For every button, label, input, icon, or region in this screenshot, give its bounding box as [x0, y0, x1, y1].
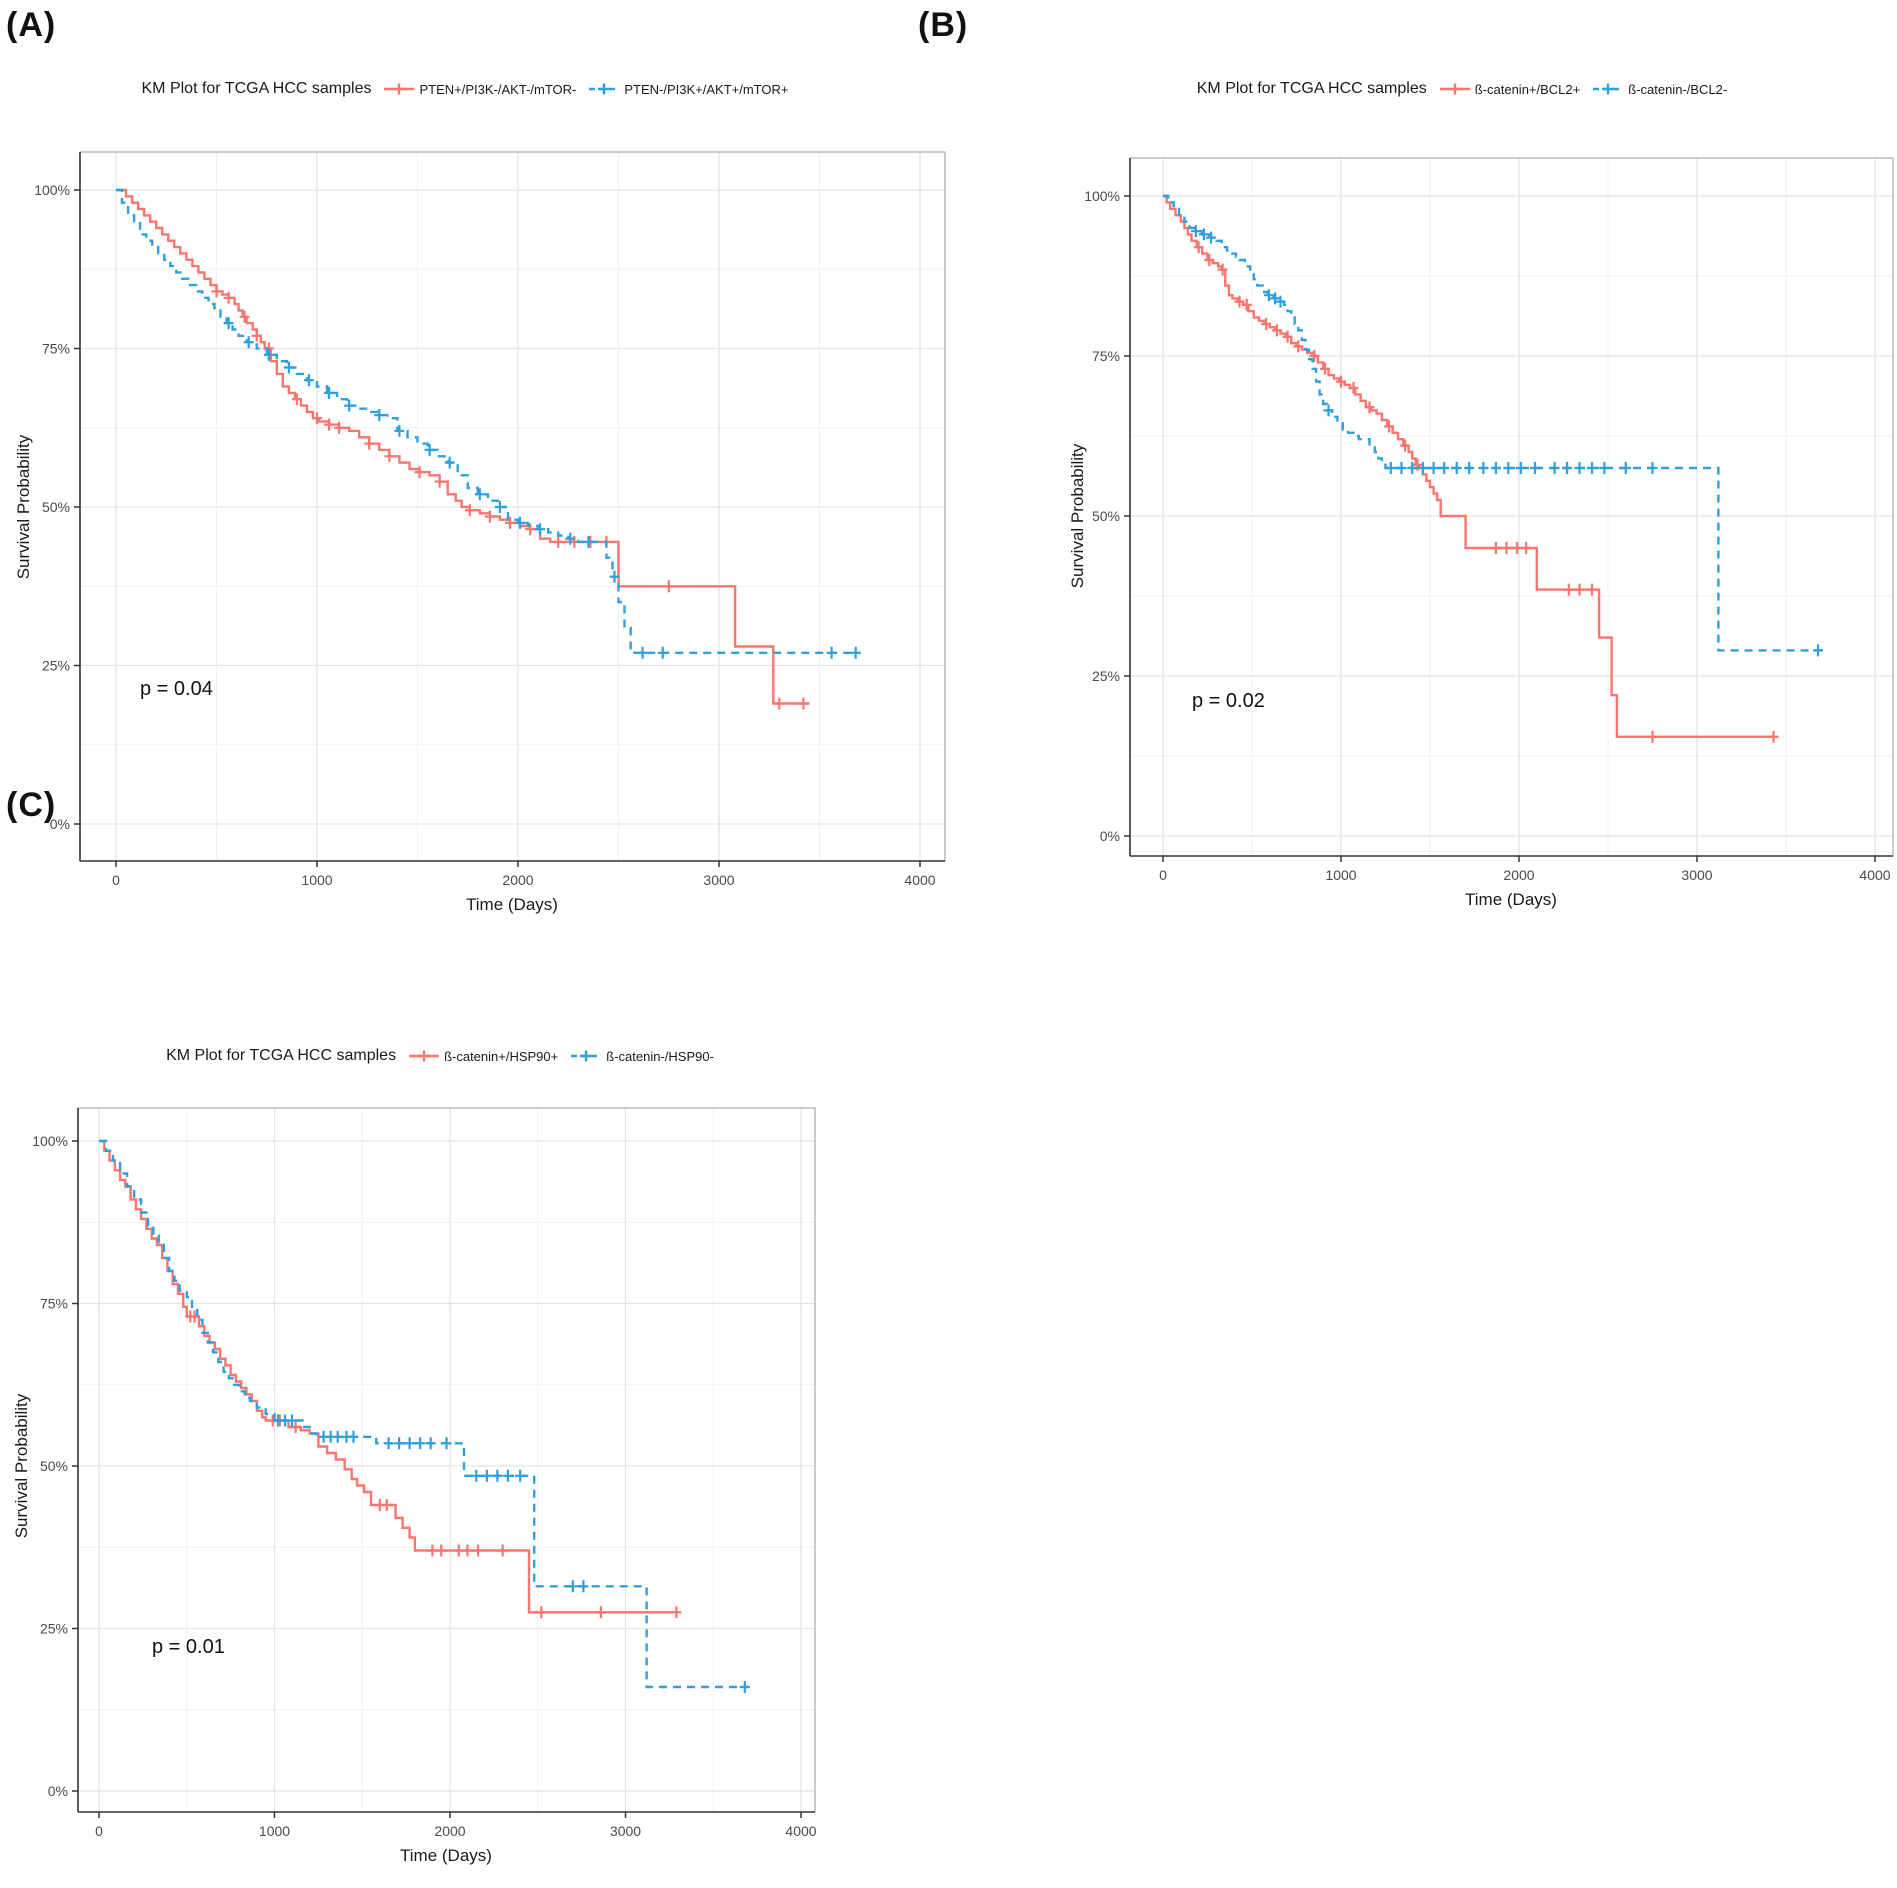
x-tick-label: 4000 — [904, 872, 935, 888]
legend-item: ß-catenin-/HSP90- — [570, 1049, 714, 1064]
x-tick-label: 3000 — [703, 872, 734, 888]
y-tick-label: 50% — [42, 499, 70, 515]
y-tick-label: 25% — [42, 658, 70, 674]
km-plot-A: 0% 25% 50% 75% 100% 0 1000 2000 3000 4000 — [34, 151, 946, 888]
legend-label: ß-catenin-/BCL2- — [1628, 81, 1728, 97]
chart-title: KM Plot for TCGA HCC samples — [166, 1047, 397, 1064]
legend-label: ß-catenin-/HSP90- — [606, 1048, 714, 1064]
x-tick-label: 4000 — [1859, 867, 1890, 883]
legend-item: PTEN-/PI3K+/AKT+/mTOR+ — [588, 82, 788, 97]
x-tick-label: 0 — [95, 1823, 103, 1839]
x-axis-title: Time (Days) — [466, 895, 558, 914]
chart-a-legend: PTEN+/PI3K-/AKT-/mTOR- PTEN-/PI3K+/AKT+/m… — [383, 82, 788, 97]
panel-label-b: (B) — [918, 6, 969, 44]
censor-marks-red — [185, 1310, 682, 1619]
km-plot-C: 0% 25% 50% 75% 100% 0 1000 2000 3000 4000 — [32, 1107, 817, 1839]
x-tick-label: 1000 — [259, 1823, 290, 1839]
y-tick-label: 75% — [40, 1296, 68, 1312]
legend-label: ß-catenin+/HSP90+ — [444, 1048, 559, 1064]
censor-marks-blue — [1190, 225, 1823, 657]
y-tick-label: 50% — [1092, 508, 1120, 524]
x-tick-label: 3000 — [610, 1823, 641, 1839]
y-tick-label: 75% — [1092, 348, 1120, 364]
legend-label: ß-catenin+/BCL2+ — [1474, 81, 1581, 97]
x-tick-label: 0 — [112, 872, 120, 888]
legend-key-icon — [384, 83, 415, 95]
legend-item: ß-catenin-/BCL2- — [1592, 82, 1727, 97]
y-tick-label: 50% — [40, 1458, 68, 1474]
censor-marks-blue — [273, 1414, 750, 1693]
survival-curve-blue — [1163, 194, 1822, 652]
censor-marks-blue — [223, 317, 861, 659]
y-tick-label: 75% — [42, 341, 70, 357]
legend-key-icon — [409, 1050, 440, 1062]
legend-key-icon — [571, 1050, 602, 1062]
p-value-label: p = 0.02 — [1192, 690, 1265, 712]
chart-a-title-row: KM Plot for TCGA HCC samples PTEN+/PI3K-… — [0, 80, 935, 98]
y-tick-label: 0% — [1100, 828, 1120, 844]
x-tick-label: 2000 — [434, 1823, 465, 1839]
p-value-label: p = 0.01 — [152, 1636, 225, 1658]
x-tick-label: 2000 — [502, 872, 533, 888]
x-axis-title: Time (Days) — [1465, 890, 1557, 909]
y-tick-label: 100% — [1084, 188, 1120, 204]
chart-c-legend: ß-catenin+/HSP90+ ß-catenin-/HSP90- — [408, 1049, 714, 1064]
x-tick-label: 1000 — [301, 872, 332, 888]
x-tick-label: 1000 — [1325, 867, 1356, 883]
y-axis-title: Survival Probability — [12, 1393, 31, 1539]
chart-title: KM Plot for TCGA HCC samples — [1196, 80, 1427, 97]
survival-curve-blue — [99, 1139, 749, 1689]
y-tick-label: 0% — [48, 1783, 68, 1799]
panel-border — [77, 1107, 816, 1813]
chart-b-title-row: KM Plot for TCGA HCC samples ß-catenin+/… — [992, 80, 1897, 98]
legend-label: PTEN+/PI3K-/AKT-/mTOR- — [419, 81, 577, 97]
y-tick-label: 25% — [1092, 668, 1120, 684]
y-axis-title: Survival Probability — [14, 434, 33, 580]
panel-border — [1129, 157, 1894, 857]
legend-label: PTEN-/PI3K+/AKT+/mTOR+ — [624, 81, 789, 97]
legend-key-icon — [1593, 83, 1624, 95]
y-tick-label: 25% — [40, 1621, 68, 1637]
legend-item: PTEN+/PI3K-/AKT-/mTOR- — [383, 82, 576, 97]
y-tick-label: 0% — [50, 816, 70, 832]
chart-b-legend: ß-catenin+/BCL2+ ß-catenin-/BCL2- — [1439, 81, 1727, 97]
p-value-label: p = 0.04 — [140, 678, 213, 700]
legend-key-icon — [1439, 83, 1470, 95]
x-tick-label: 0 — [1159, 867, 1167, 883]
censor-marks-red — [1193, 241, 1779, 743]
km-plot-B: 0% 25% 50% 75% 100% 0 1000 2000 3000 4000 — [1084, 157, 1894, 883]
x-tick-label: 3000 — [1681, 867, 1712, 883]
y-tick-label: 100% — [34, 182, 70, 198]
x-axis-title: Time (Days) — [400, 1846, 492, 1865]
survival-curve-red — [116, 188, 810, 705]
x-tick-label: 2000 — [1503, 867, 1534, 883]
legend-item: ß-catenin+/BCL2+ — [1439, 81, 1581, 97]
y-tick-label: 100% — [32, 1133, 68, 1149]
legend-item: ß-catenin+/HSP90+ — [408, 1049, 558, 1064]
legend-key-icon — [589, 83, 620, 95]
x-tick-label: 4000 — [785, 1823, 816, 1839]
y-axis-title: Survival Probability — [1068, 443, 1087, 589]
survival-curve-blue — [116, 188, 860, 654]
panel-label-c: (C) — [6, 786, 57, 824]
chart-c-title-row: KM Plot for TCGA HCC samples ß-catenin+/… — [0, 1047, 910, 1065]
chart-title: KM Plot for TCGA HCC samples — [141, 80, 372, 97]
censor-marks-red — [211, 285, 809, 710]
panel-label-a: (A) — [6, 6, 57, 44]
survival-curve-red — [99, 1139, 679, 1614]
